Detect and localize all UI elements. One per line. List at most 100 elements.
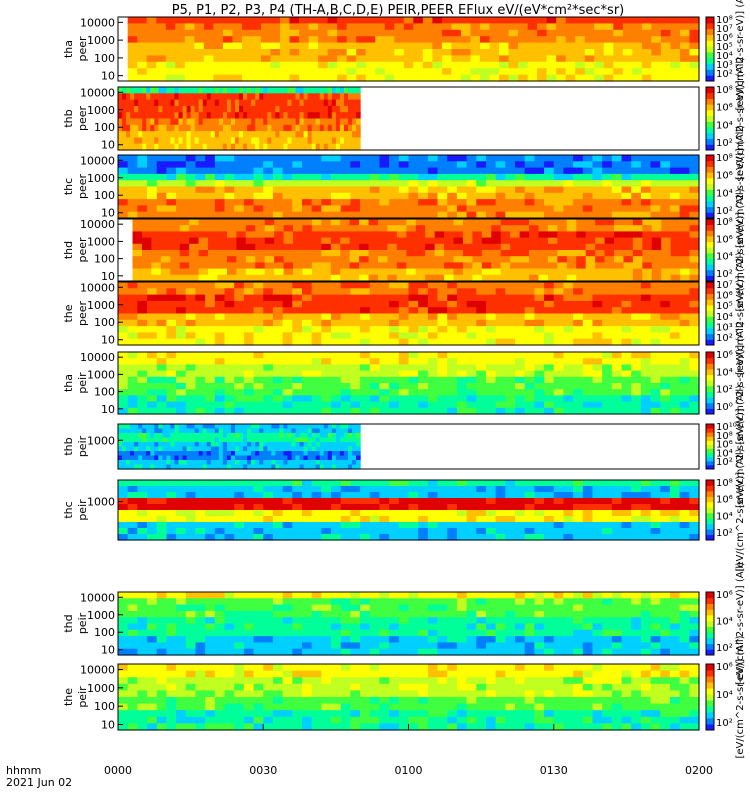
spectrogram-cell: [631, 155, 642, 162]
spectrogram-cell: [174, 143, 180, 151]
spectrogram-cell: [592, 389, 603, 396]
spectrogram-cell: [214, 173, 226, 181]
spectrogram-cell: [251, 93, 256, 101]
spectrogram-cell: [176, 192, 187, 200]
spectrogram-cell: [437, 307, 448, 315]
spectrogram-cell: [680, 268, 691, 276]
spectrogram-cell: [154, 455, 159, 461]
spectrogram-cell: [425, 274, 436, 282]
spectrogram-cell: [185, 319, 197, 327]
spectrogram-cell: [267, 442, 272, 448]
spectrogram-cell: [283, 451, 289, 457]
spectrogram-cell: [499, 42, 510, 50]
spectrogram-cell: [206, 451, 212, 457]
spectrogram-cell: [311, 219, 322, 226]
spectrogram-cell: [118, 87, 123, 94]
spectrogram-cell: [602, 389, 613, 396]
spectrogram-cell: [427, 288, 439, 296]
colorbar-swatch: [706, 57, 714, 65]
spectrogram-cell: [301, 161, 313, 169]
spectrogram-cell: [174, 433, 180, 439]
spectrogram-cell: [508, 49, 519, 56]
spectrogram-cell: [408, 300, 419, 308]
spectrogram-cell: [206, 433, 212, 439]
spectrogram-cell: [340, 358, 351, 365]
spectrogram-cell: [147, 498, 158, 505]
spectrogram-cell: [127, 68, 138, 76]
spectrogram-cell: [311, 364, 322, 372]
spectrogram-cell: [339, 442, 345, 448]
spectrogram-cell: [210, 433, 216, 439]
spectrogram-cell: [340, 231, 351, 239]
spectrogram-cell: [505, 522, 516, 529]
spectrogram-cell: [669, 516, 681, 523]
spectrogram-cell: [670, 17, 681, 24]
spectrogram-cell: [127, 211, 138, 219]
spectrogram-cell: [331, 118, 337, 126]
spectrogram-cell: [280, 29, 291, 37]
spectrogram-cell: [495, 486, 506, 493]
spectrogram-cell: [253, 161, 264, 169]
spectrogram-cell: [505, 199, 516, 206]
spectrogram-cell: [544, 383, 555, 390]
spectrogram-cell: [331, 522, 342, 529]
spectrogram-cell: [142, 446, 147, 452]
spectrogram-cell: [243, 492, 255, 499]
spectrogram-cell: [205, 199, 216, 206]
spectrogram-cell: [311, 300, 322, 308]
spectrogram-cell: [176, 528, 187, 535]
spectrogram-cell: [679, 17, 691, 24]
spectrogram-cell: [679, 180, 690, 188]
spectrogram-cell: [118, 338, 129, 346]
spectrogram-cell: [327, 17, 338, 24]
spectrogram-cell: [340, 364, 351, 372]
spectrogram-cell: [253, 522, 264, 529]
spectrogram-cell: [267, 137, 272, 145]
spectrogram-cell: [347, 93, 353, 101]
spectrogram-cell: [137, 288, 148, 296]
spectrogram-cell: [379, 282, 390, 289]
spectrogram-cell: [456, 370, 468, 378]
spectrogram-cell: [661, 243, 672, 251]
spectrogram-cell: [146, 433, 151, 439]
spectrogram-cell: [303, 124, 309, 132]
spectrogram-cell: [343, 446, 349, 452]
spectrogram-cell: [534, 389, 545, 396]
spectrogram-cell: [287, 446, 293, 452]
spectrogram-cell: [327, 29, 338, 37]
spectrogram-cell: [245, 256, 256, 263]
spectrogram-cell: [369, 199, 381, 206]
spectrogram-cell: [441, 61, 453, 69]
spectrogram-cell: [222, 112, 228, 120]
spectrogram-cell: [352, 105, 357, 113]
spectrogram-cell: [611, 395, 623, 403]
spectrogram-cell: [234, 358, 245, 365]
spectrogram-cell: [592, 395, 603, 403]
spectrogram-cell: [151, 225, 162, 232]
spectrogram-cell: [311, 231, 322, 239]
spectrogram-cell: [263, 300, 274, 308]
spectrogram-cell: [239, 143, 244, 151]
spectrogram-cell: [239, 455, 244, 461]
spectrogram-cell: [245, 243, 256, 251]
spectrogram-cell: [321, 364, 332, 372]
spectrogram-cell: [582, 407, 594, 415]
spectrogram-cell: [178, 93, 184, 101]
spectrogram-cell: [582, 186, 594, 194]
spectrogram-cell: [573, 498, 584, 505]
spectrogram-cell: [356, 93, 361, 101]
spectrogram-cell: [224, 401, 235, 409]
spectrogram-cell: [369, 167, 381, 175]
spectrogram-cell: [650, 522, 661, 529]
spectrogram-cell: [389, 192, 400, 200]
spectrogram-cell: [621, 486, 632, 493]
spectrogram-cell: [427, 300, 439, 308]
spectrogram-cell: [176, 319, 187, 327]
spectrogram-cell: [234, 288, 245, 296]
spectrogram-cell: [154, 87, 159, 94]
spectrogram-cell: [274, 243, 285, 251]
spectrogram-cell: [267, 87, 272, 94]
spectrogram-cell: [295, 455, 301, 461]
spectrogram-cell: [247, 137, 252, 145]
spectrogram-cell: [301, 332, 313, 340]
